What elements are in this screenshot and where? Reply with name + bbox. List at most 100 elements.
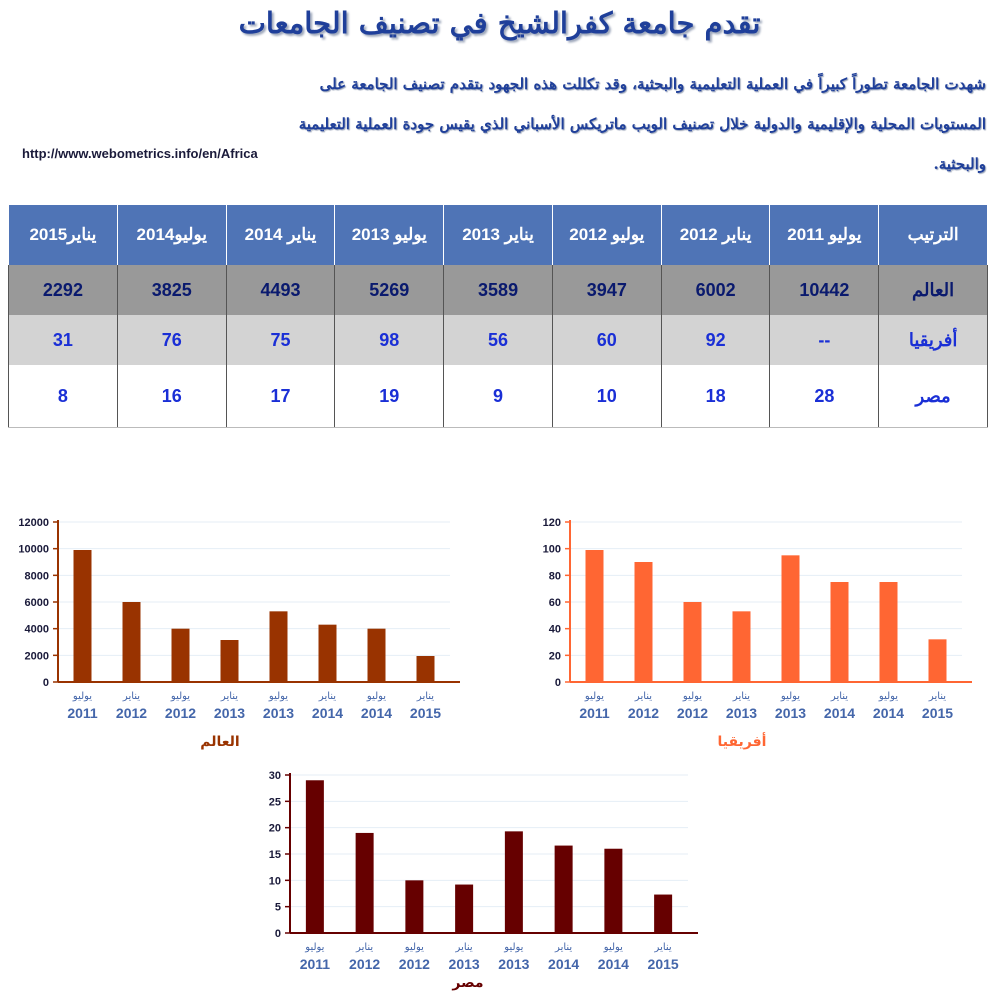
x-tick-month: يناير	[455, 942, 473, 953]
x-tick-month: يناير	[928, 691, 946, 702]
table-cell: 19	[334, 365, 445, 428]
chart-africa: 0 20 40 60 80 100 120 يوليو 2011 يناير 2012 يوليو 20…	[520, 510, 990, 755]
chart-title: أفريقيا	[718, 732, 767, 750]
y-tick-label: 0	[43, 677, 49, 689]
x-tick-month: يوليو	[170, 691, 190, 702]
header-period: يوليو2014	[116, 205, 227, 265]
table-cell: 3825	[116, 265, 227, 315]
x-tick-year: 2012	[116, 705, 147, 721]
x-tick-year: 2014	[598, 956, 629, 972]
x-tick-month: يوليو	[878, 691, 898, 702]
y-tick-label: 12000	[18, 517, 49, 529]
x-tick-month: يوليو	[72, 691, 92, 702]
x-tick-year: 2013	[263, 705, 294, 721]
y-tick-label: 5	[275, 902, 281, 914]
x-tick-year: 2013	[775, 705, 806, 721]
table-row-africa: أفريقيا -- 92 60 56 98 75 76 31	[8, 315, 988, 365]
table-cell: 10442	[769, 265, 880, 315]
table-cell: 75	[225, 315, 336, 365]
x-tick-month: يناير	[122, 691, 140, 702]
chart-world: 0 2000 4000 6000 8000 10000 12000 يوليو 2011 يناي…	[0, 510, 470, 755]
y-tick-label: 4000	[25, 624, 49, 636]
table-cell: 56	[443, 315, 553, 365]
x-tick-year: 2012	[628, 705, 659, 721]
bar	[220, 640, 239, 682]
y-tick-label: 10000	[18, 544, 49, 556]
bar	[732, 611, 751, 682]
x-tick-year: 2013	[498, 956, 529, 972]
y-tick-label: 20	[269, 823, 281, 835]
table-cell: 8	[8, 365, 118, 428]
ranking-table: الترتيب يوليو 2011 يناير 2012 يوليو 2012…	[8, 205, 988, 428]
x-tick-year: 2012	[349, 956, 380, 972]
table-cell: 28	[769, 365, 880, 428]
y-tick-label: 0	[555, 677, 561, 689]
page-title: تقدم جامعة كفرالشيخ في تصنيف الجامعات	[238, 6, 761, 40]
table-cell: 3947	[551, 265, 662, 315]
x-tick-month: يناير	[554, 942, 572, 953]
x-tick-month: يناير	[355, 942, 373, 953]
table-cell: 6002	[660, 265, 771, 315]
intro-paragraph: شهدت الجامعة تطوراً كبيراً في العملية ال…	[298, 75, 986, 173]
x-tick-year: 2011	[579, 705, 610, 721]
table-cell: --	[769, 315, 880, 365]
bar	[355, 832, 374, 933]
chart-egypt-svg: 0 5 10 15 20 25 30 يوليو 2011 يناير 2012 يوليو 2012 ي…	[269, 770, 698, 991]
x-tick-month: يناير	[654, 942, 672, 953]
bar	[634, 562, 653, 682]
x-tick-year: 2013	[214, 705, 245, 721]
bar	[455, 884, 474, 933]
y-tick-label: 30	[269, 770, 281, 782]
y-tick-label: 10	[269, 875, 281, 887]
bar	[781, 555, 800, 682]
table-row-world: العالم 10442 6002 3947 3589 5269 4493 38…	[8, 265, 988, 315]
table-cell: 92	[660, 315, 771, 365]
source-link[interactable]: http://www.webometrics.info/en/Africa	[22, 146, 258, 161]
table-cell: 98	[334, 315, 445, 365]
bar	[879, 582, 898, 682]
bar	[305, 780, 324, 933]
chart-world-svg: 0 2000 4000 6000 8000 10000 12000 يوليو 2011 يناي…	[18, 517, 460, 750]
header-period: يوليو 2012	[551, 205, 662, 265]
x-tick-month: يوليو	[584, 691, 604, 702]
x-tick-month: يناير	[220, 691, 238, 702]
x-tick-year: 2015	[410, 705, 441, 721]
x-tick-year: 2015	[922, 705, 953, 721]
y-tick-label: 60	[549, 597, 561, 609]
x-tick-year: 2012	[399, 956, 430, 972]
x-tick-month: يناير	[318, 691, 336, 702]
y-tick-label: 100	[543, 544, 561, 556]
table-cell: 4493	[225, 265, 336, 315]
header-period: يناير 2012	[660, 205, 771, 265]
x-tick-month: يناير	[732, 691, 750, 702]
x-tick-month: يوليو	[603, 942, 623, 953]
y-tick-label: 40	[549, 624, 561, 636]
x-tick-month: يناير	[416, 691, 434, 702]
x-tick-year: 2014	[824, 705, 855, 721]
bar	[604, 848, 623, 933]
row-label: العالم	[878, 265, 988, 315]
y-tick-label: 2000	[25, 650, 49, 662]
table-cell: 31	[8, 315, 118, 365]
y-tick-label: 6000	[25, 597, 49, 609]
table-cell: 76	[116, 315, 227, 365]
x-tick-month: يناير	[634, 691, 652, 702]
x-tick-year: 2014	[873, 705, 904, 721]
bar	[367, 628, 386, 682]
x-tick-month: يوليو	[268, 691, 288, 702]
header-period: يوليو 2013	[334, 205, 445, 265]
x-tick-year: 2014	[548, 956, 579, 972]
row-label: مصر	[878, 365, 988, 428]
x-tick-year: 2011	[67, 705, 98, 721]
x-tick-month: يناير	[830, 691, 848, 702]
chart-africa-svg: 0 20 40 60 80 100 120 يوليو 2011 يناير 2012 يوليو 20…	[543, 517, 972, 750]
bar	[585, 550, 604, 682]
y-tick-label: 8000	[25, 570, 49, 582]
table-cell: 10	[551, 365, 662, 428]
x-tick-month: يوليو	[780, 691, 800, 702]
chart-title: العالم	[200, 734, 239, 750]
bar	[683, 602, 702, 682]
x-tick-year: 2013	[449, 956, 480, 972]
bar	[122, 602, 141, 682]
y-tick-label: 25	[269, 796, 281, 808]
